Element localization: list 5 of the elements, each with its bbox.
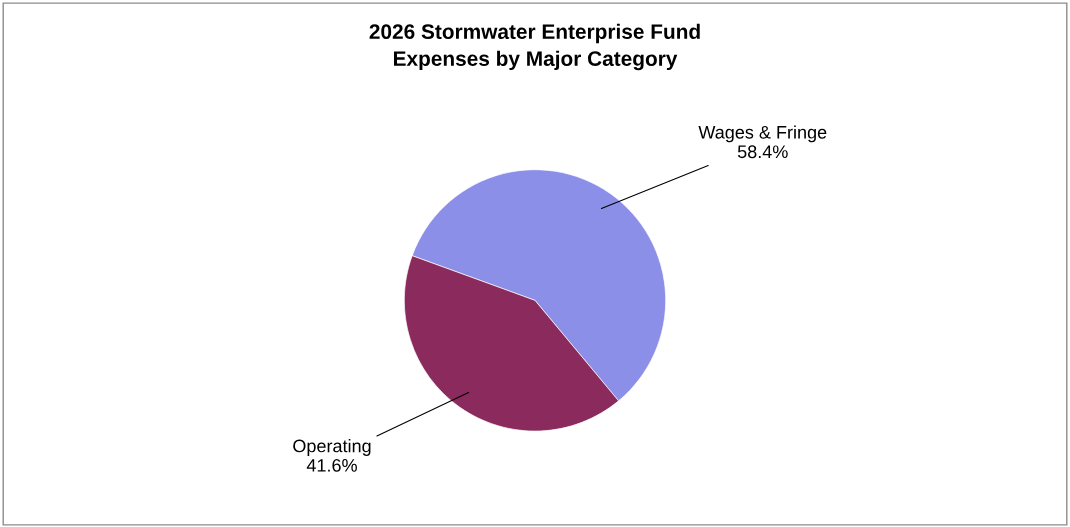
- slice-label: Operating: [293, 439, 371, 456]
- slice-label: Wages & Fringe: [698, 125, 827, 143]
- chart-title: 2026 Stormwater Enterprise Fund Expenses by Major Category: [369, 23, 700, 71]
- data-label: 58.4%: [737, 145, 788, 159]
- data-label: 41.6%: [306, 459, 357, 472]
